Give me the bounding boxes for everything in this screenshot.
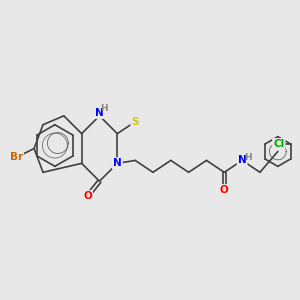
Text: S: S bbox=[131, 117, 139, 127]
Text: Br: Br bbox=[10, 152, 23, 162]
Text: N: N bbox=[113, 158, 122, 168]
Text: N: N bbox=[238, 155, 247, 165]
Text: O: O bbox=[83, 191, 92, 201]
Text: H: H bbox=[100, 104, 108, 113]
Text: Cl: Cl bbox=[273, 139, 284, 149]
Text: N: N bbox=[95, 108, 104, 118]
Text: H: H bbox=[244, 153, 252, 162]
Text: O: O bbox=[220, 185, 229, 195]
